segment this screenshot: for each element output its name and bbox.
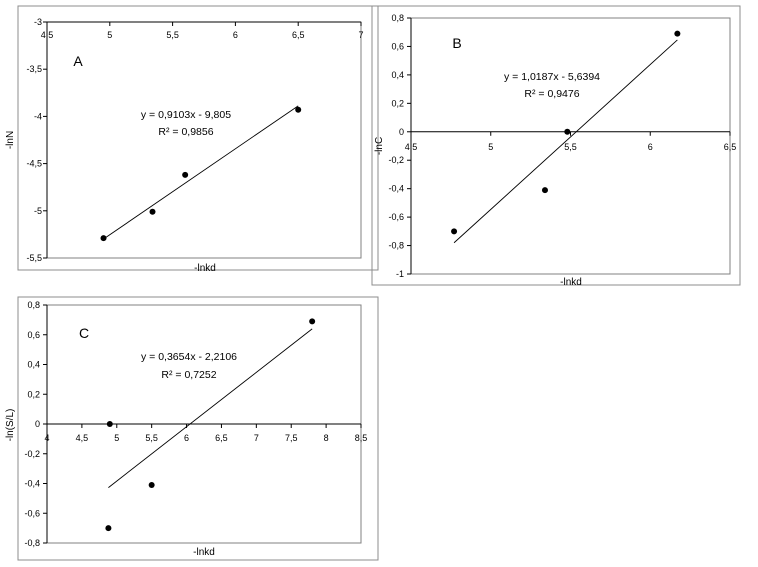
x-tick-label: 5 bbox=[107, 30, 112, 40]
y-tick-label: 0,6 bbox=[391, 41, 404, 51]
y-tick-label: 0 bbox=[35, 419, 40, 429]
y-tick-label: 0 bbox=[399, 127, 404, 137]
y-tick-label: 0,8 bbox=[391, 13, 404, 23]
x-tick-label: 5 bbox=[114, 433, 119, 443]
r-squared-label: R² = 0,9476 bbox=[524, 88, 579, 100]
data-point bbox=[295, 106, 302, 113]
chart-frame bbox=[371, 5, 741, 286]
x-tick-label: 6 bbox=[648, 142, 653, 152]
data-point bbox=[451, 228, 458, 235]
chart-frame bbox=[17, 5, 379, 271]
trendline-equation: y = 1,0187x - 5,6394 bbox=[504, 71, 600, 83]
x-tick-label: 4,5 bbox=[405, 142, 418, 152]
r-squared-label: R² = 0,7252 bbox=[161, 369, 216, 381]
y-tick-label: -0,2 bbox=[24, 449, 40, 459]
x-axis-label: -lnkd bbox=[193, 547, 215, 558]
y-tick-label: -0,6 bbox=[24, 508, 40, 518]
y-tick-label: -4 bbox=[34, 111, 42, 121]
x-tick-label: 7 bbox=[358, 30, 363, 40]
y-tick-label: 0,4 bbox=[391, 70, 404, 80]
y-tick-label: -5 bbox=[34, 206, 42, 216]
x-tick-label: 4,5 bbox=[76, 433, 89, 443]
data-point bbox=[182, 171, 189, 178]
panel-label: C bbox=[79, 325, 89, 341]
x-tick-label: 7 bbox=[254, 433, 259, 443]
y-tick-label: -0,2 bbox=[388, 155, 404, 165]
y-tick-label: 0,4 bbox=[27, 360, 40, 370]
trendline-equation: y = 0,3654x - 2,2106 bbox=[141, 351, 237, 363]
panel-label: A bbox=[73, 53, 83, 69]
y-tick-label: 0,8 bbox=[27, 300, 40, 310]
y-tick-label: -3,5 bbox=[26, 64, 42, 74]
y-tick-label: -5,5 bbox=[26, 253, 42, 263]
x-tick-label: 8 bbox=[324, 433, 329, 443]
y-tick-label: -0,8 bbox=[388, 241, 404, 251]
x-tick-label: 5,5 bbox=[145, 433, 158, 443]
y-tick-label: -4,5 bbox=[26, 159, 42, 169]
x-tick-label: 6,5 bbox=[292, 30, 305, 40]
x-tick-label: 5,5 bbox=[564, 142, 577, 152]
x-tick-label: 4 bbox=[44, 433, 49, 443]
data-point bbox=[564, 128, 571, 135]
x-tick-label: 6,5 bbox=[215, 433, 228, 443]
x-tick-label: 6 bbox=[233, 30, 238, 40]
trendline bbox=[108, 328, 313, 488]
y-tick-label: -0,4 bbox=[388, 184, 404, 194]
x-tick-label: 6,5 bbox=[724, 142, 737, 152]
y-tick-label: 0,6 bbox=[27, 330, 40, 340]
x-tick-label: 5,5 bbox=[166, 30, 179, 40]
y-tick-label: 0,2 bbox=[391, 98, 404, 108]
data-point bbox=[100, 235, 107, 242]
data-point bbox=[106, 421, 113, 427]
data-point bbox=[541, 187, 548, 194]
y-axis-label: -lnN bbox=[5, 131, 16, 149]
r-squared-label: R² = 0,9856 bbox=[158, 126, 213, 138]
x-tick-label: 4,5 bbox=[41, 30, 54, 40]
y-axis-label: -lnC bbox=[374, 137, 385, 155]
chart-frame bbox=[17, 296, 379, 561]
data-point bbox=[105, 525, 112, 532]
x-tick-label: 8,5 bbox=[355, 433, 368, 443]
y-tick-label: -0,6 bbox=[388, 212, 404, 222]
y-tick-label: -0,4 bbox=[24, 479, 40, 489]
x-tick-label: 5 bbox=[488, 142, 493, 152]
panel-label: B bbox=[452, 35, 461, 51]
trendline-equation: y = 0,9103x - 9,805 bbox=[141, 109, 231, 121]
trendline bbox=[103, 105, 299, 240]
x-axis-label: -lnkd bbox=[560, 277, 582, 288]
x-tick-label: 6 bbox=[184, 433, 189, 443]
x-axis-label: -lnkd bbox=[194, 263, 216, 274]
x-tick-label: 7,5 bbox=[285, 433, 298, 443]
y-tick-label: 0,2 bbox=[27, 389, 40, 399]
data-point bbox=[309, 318, 316, 325]
y-axis-label: -ln(S/L) bbox=[5, 409, 16, 442]
y-tick-label: -3 bbox=[34, 17, 42, 27]
data-point bbox=[674, 30, 681, 37]
data-point bbox=[148, 481, 155, 488]
trendline bbox=[453, 39, 678, 244]
y-tick-label: -1 bbox=[396, 269, 404, 279]
y-tick-label: -0,8 bbox=[24, 538, 40, 548]
data-point bbox=[149, 208, 156, 215]
